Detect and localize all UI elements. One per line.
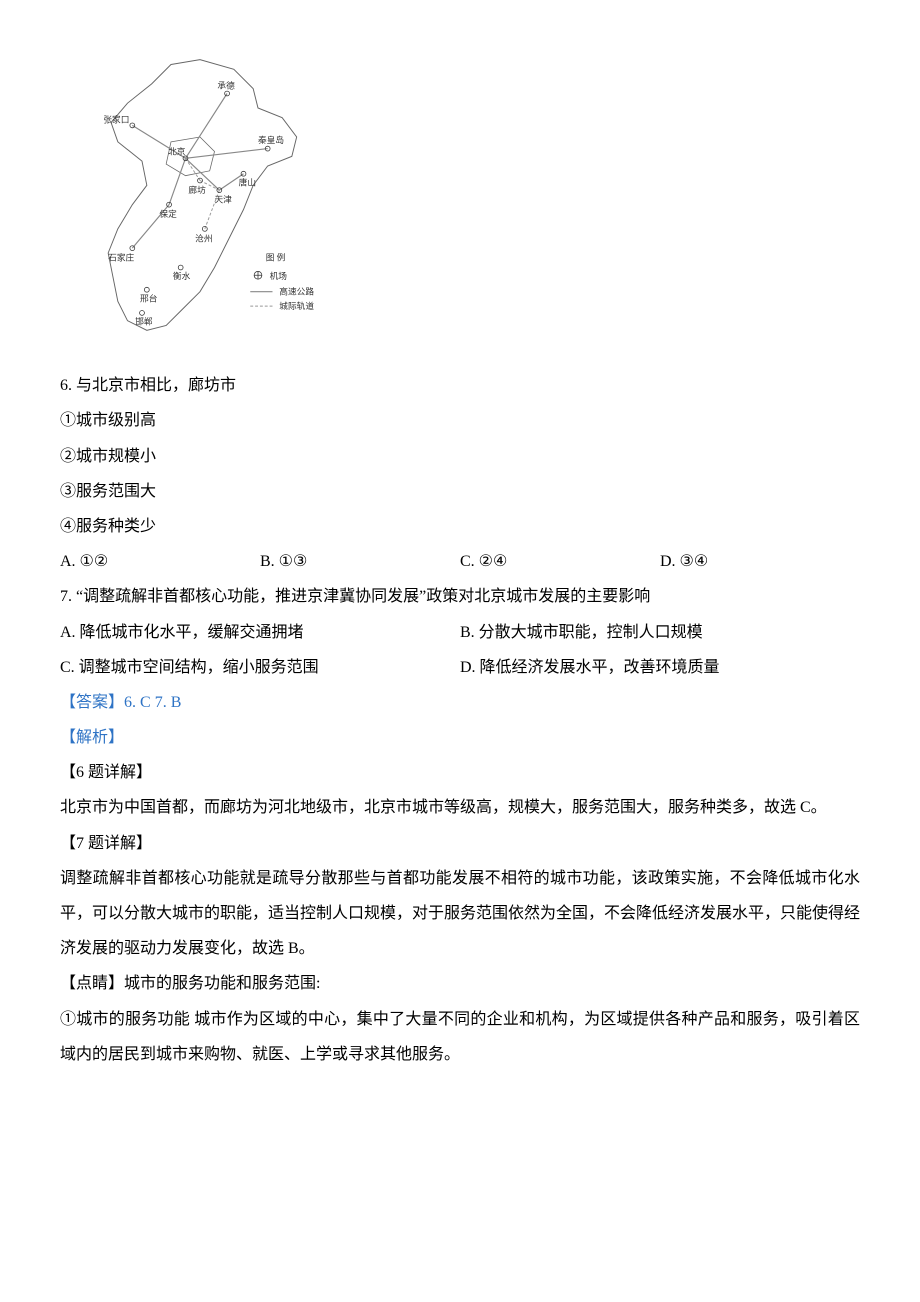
svg-text:北京: 北京	[168, 145, 186, 156]
q6-choice-d: D. ③④	[660, 544, 860, 579]
answer-label: 【答案】	[60, 694, 124, 711]
svg-text:天津: 天津	[215, 195, 233, 205]
svg-text:张家口: 张家口	[103, 114, 129, 125]
svg-text:邯郸: 邯郸	[135, 316, 153, 327]
svg-text:机场: 机场	[270, 270, 288, 281]
hebei-map-svg: 承德 张家口 北京 秦皇岛 廊坊 唐山 天津 保定 沧州	[60, 50, 340, 340]
q7-choices-row1: A. 降低城市化水平，缓解交通拥堵 B. 分散大城市职能，控制人口规模	[60, 615, 860, 650]
answer-text: 6. C 7. B	[124, 694, 181, 711]
svg-text:秦皇岛: 秦皇岛	[258, 134, 284, 145]
svg-text:承德: 承德	[217, 80, 235, 91]
svg-text:沧州: 沧州	[195, 232, 212, 243]
svg-text:石家庄: 石家庄	[108, 252, 134, 263]
svg-text:衡水: 衡水	[173, 270, 191, 281]
note-header: 【点睛】	[60, 975, 124, 992]
svg-text:保定: 保定	[159, 208, 177, 219]
svg-text:高速公路: 高速公路	[279, 286, 314, 297]
q6-opt1: ①城市级别高	[60, 403, 860, 438]
q6-choices: A. ①② B. ①③ C. ②④ D. ③④	[60, 544, 860, 579]
detail6-text: 北京市为中国首都，而廊坊为河北地级市，北京市城市等级高，规模大，服务范围大，服务…	[60, 790, 860, 825]
map-legend: 图 例 机场 高速公路 城际轨道	[250, 252, 314, 311]
detail7-header: 【7 题详解】	[60, 826, 860, 861]
q6-opt3: ③服务范围大	[60, 474, 860, 509]
q7-choice-a: A. 降低城市化水平，缓解交通拥堵	[60, 615, 460, 650]
q6-choice-c: C. ②④	[460, 544, 660, 579]
city-markers: 承德 张家口 北京 秦皇岛 廊坊 唐山 天津 保定 沧州	[103, 80, 284, 327]
map-figure: 承德 张家口 北京 秦皇岛 廊坊 唐山 天津 保定 沧州	[60, 50, 860, 353]
q6-choice-b: B. ①③	[260, 544, 460, 579]
q6-choice-a: A. ①②	[60, 544, 260, 579]
analysis-label: 【解析】	[60, 720, 860, 755]
q7-choice-b: B. 分散大城市职能，控制人口规模	[460, 615, 860, 650]
svg-text:廊坊: 廊坊	[188, 184, 206, 195]
q6-opt4: ④服务种类少	[60, 509, 860, 544]
highways	[132, 94, 267, 249]
detail7-text: 调整疏解非首都核心功能就是疏导分散那些与首都功能发展不相符的城市功能，该政策实施…	[60, 861, 860, 967]
svg-text:唐山: 唐山	[239, 176, 256, 187]
q7-choices-row2: C. 调整城市空间结构，缩小服务范围 D. 降低经济发展水平，改善环境质量	[60, 650, 860, 685]
note-text: ①城市的服务功能 城市作为区域的中心，集中了大量不同的企业和机构，为区域提供各种…	[60, 1002, 860, 1072]
q7-choice-d: D. 降低经济发展水平，改善环境质量	[460, 650, 860, 685]
q7-choice-c: C. 调整城市空间结构，缩小服务范围	[60, 650, 460, 685]
answer-line: 【答案】6. C 7. B	[60, 685, 860, 720]
detail6-header: 【6 题详解】	[60, 755, 860, 790]
q7-stem: 7. “调整疏解非首都核心功能，推进京津冀协同发展”政策对北京城市发展的主要影响	[60, 579, 860, 614]
svg-text:邢台: 邢台	[140, 292, 158, 303]
note-title: 城市的服务功能和服务范围:	[124, 975, 320, 992]
q6-opt2: ②城市规模小	[60, 439, 860, 474]
q6-stem: 6. 与北京市相比，廊坊市	[60, 368, 860, 403]
note-line: 【点睛】城市的服务功能和服务范围:	[60, 966, 860, 1001]
svg-text:城际轨道: 城际轨道	[279, 300, 314, 311]
svg-text:图 例: 图 例	[266, 252, 286, 263]
